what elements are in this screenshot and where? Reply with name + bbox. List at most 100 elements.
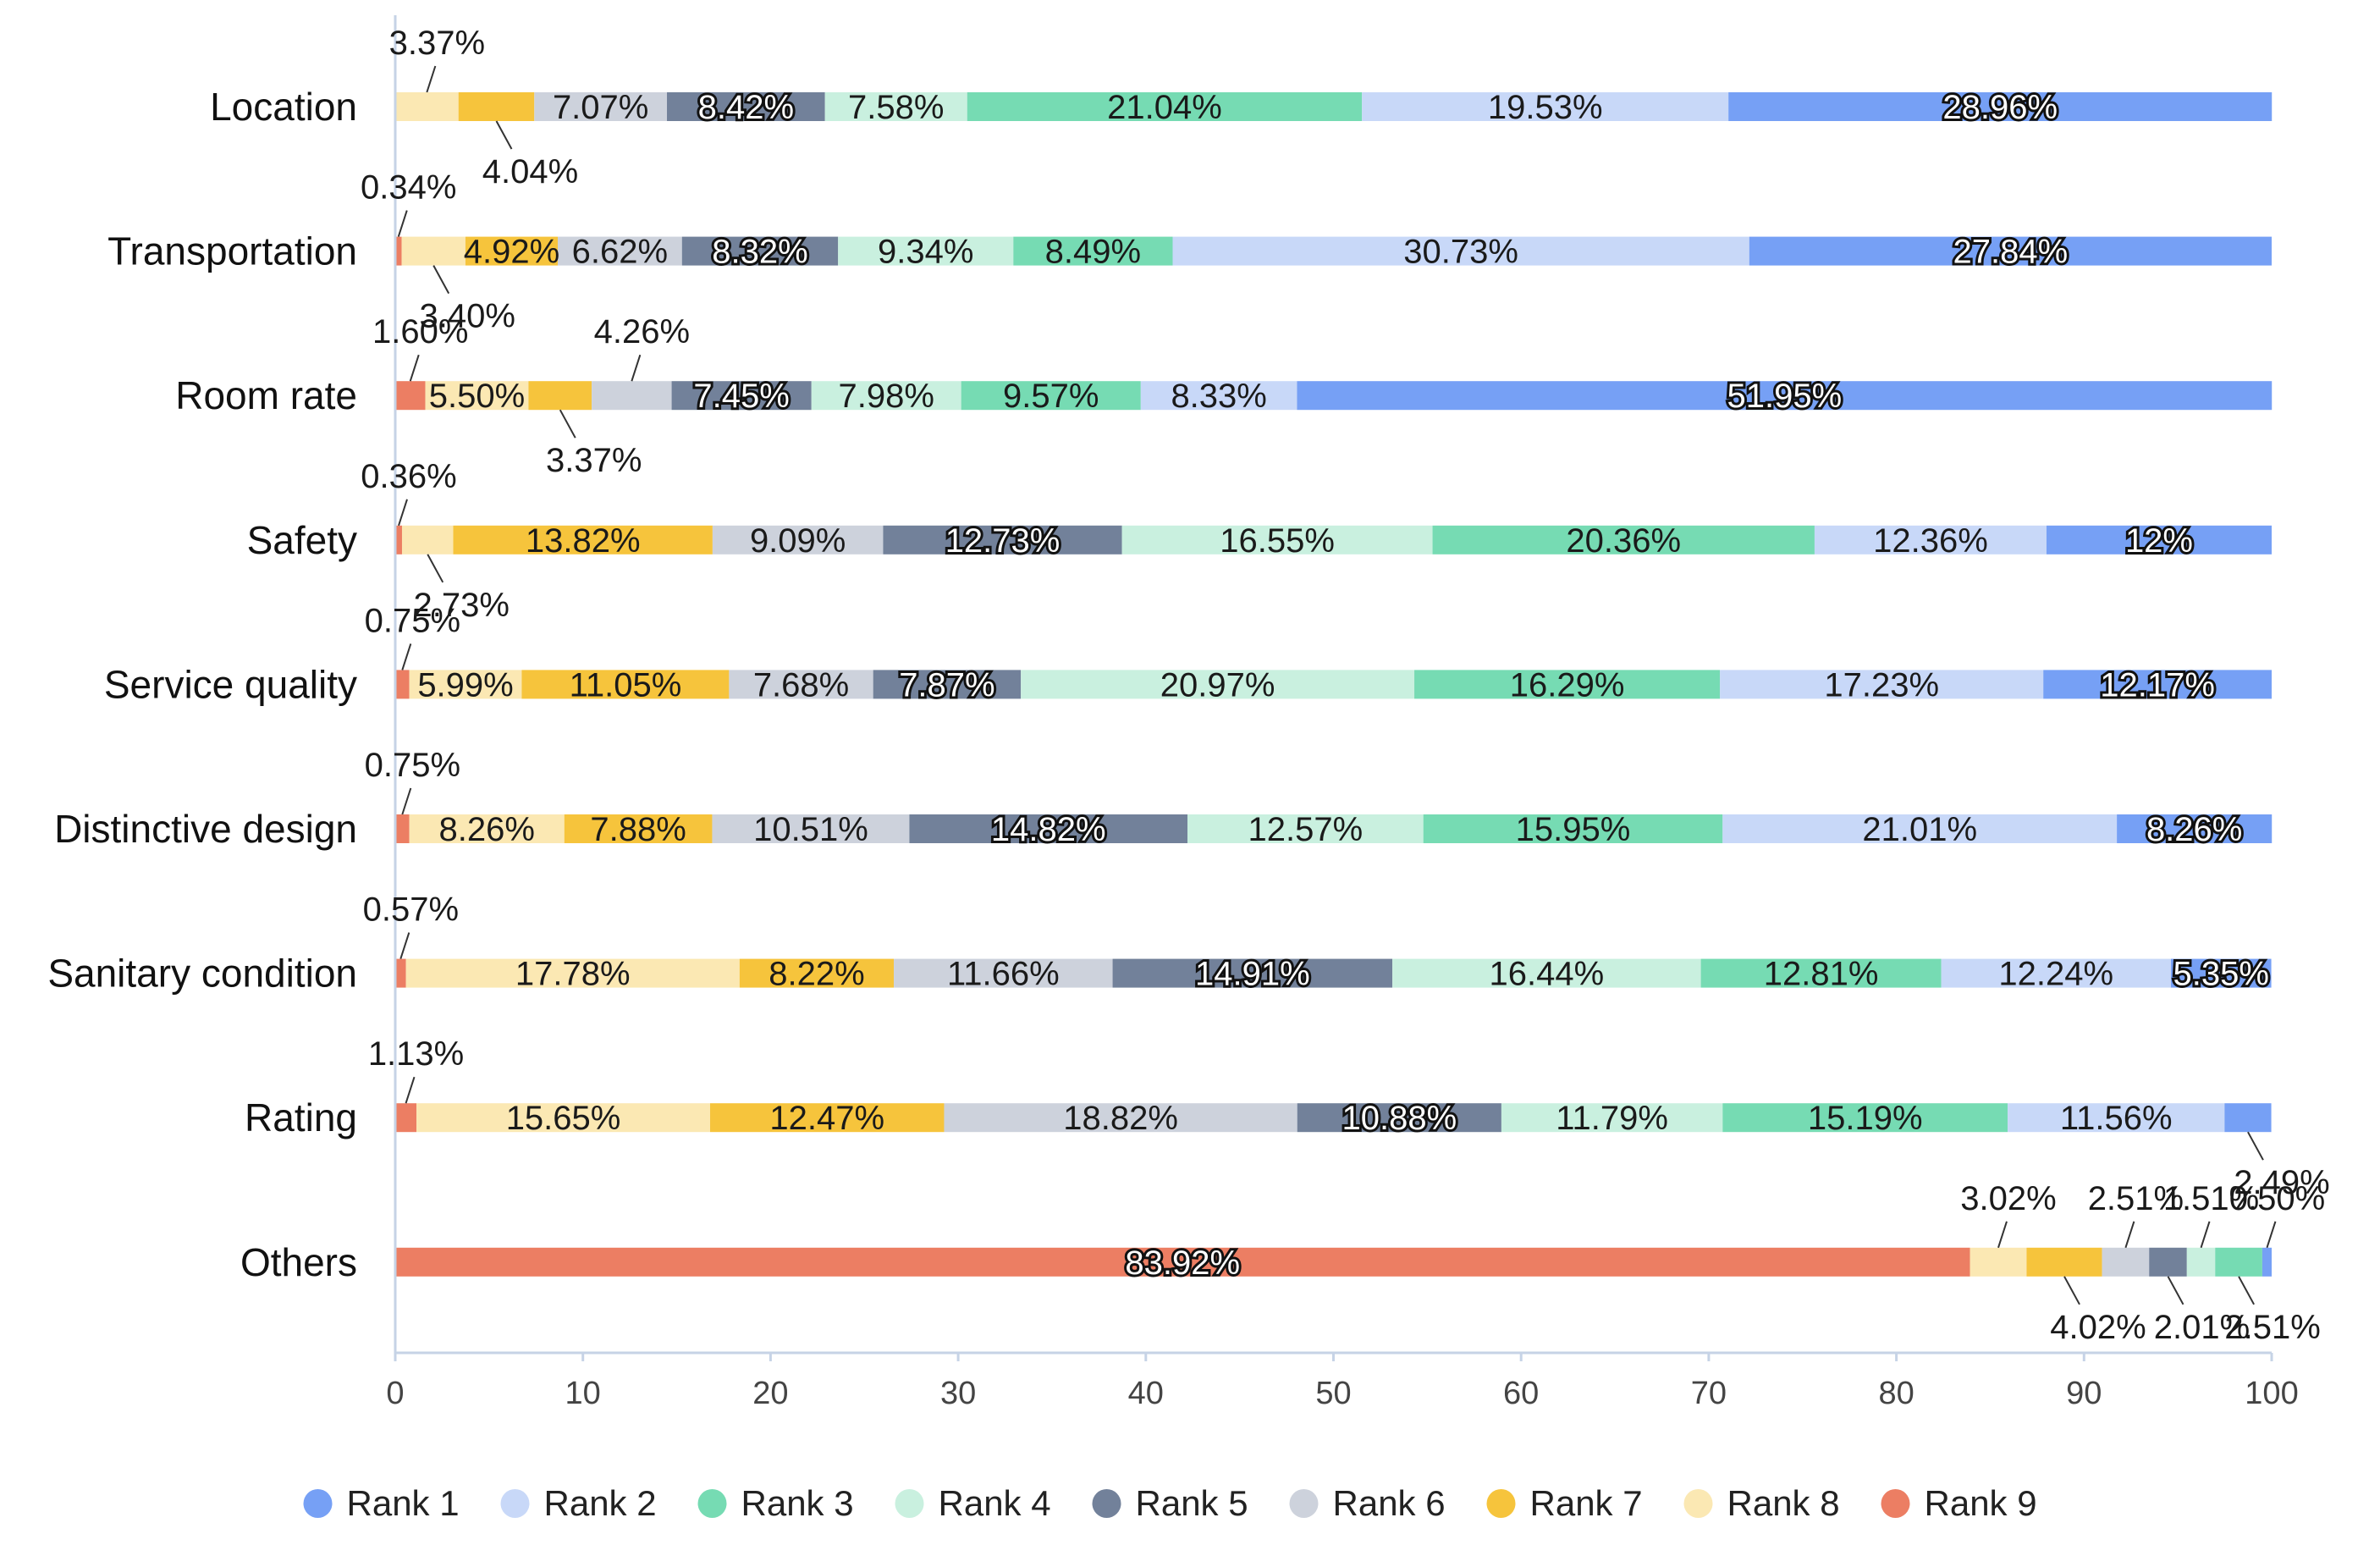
- bar-segment-distinctive-design-rank-1: [2117, 814, 2273, 843]
- bar-segment-room-rate-rank-1: [1297, 381, 2273, 411]
- bar-segment-distinctive-design-rank-6: [712, 814, 910, 843]
- data-label-safety-rank-2: 12.36%: [1873, 522, 1988, 560]
- bar-segment-room-rate-rank-9: [395, 381, 426, 411]
- bar-segment-rating-rank-7: [710, 1103, 945, 1133]
- bar-segment-location-rank-7: [458, 92, 535, 121]
- data-label-rating-rank-9: 1.13%: [368, 1035, 464, 1073]
- bar-segment-room-rate-rank-4: [811, 381, 961, 411]
- data-label-service-quality-rank-9: 0.75%: [365, 602, 460, 639]
- legend-marker-rank-4: [895, 1489, 924, 1518]
- x-tick-label: 30: [940, 1376, 976, 1411]
- data-label-transportation-rank-1: 27.84%: [1953, 234, 2069, 271]
- bar-segment-service-quality-rank-5: [873, 670, 1022, 699]
- bar-segment-rating-rank-1: [2224, 1103, 2272, 1133]
- bar-segment-service-quality-rank-4: [1021, 670, 1415, 699]
- data-label-safety-rank-6: 9.09%: [750, 522, 846, 560]
- data-label-distinctive-design-rank-9: 0.75%: [365, 747, 460, 784]
- legend-label-rank-3: Rank 3: [741, 1483, 854, 1523]
- data-label-rating-rank-8: 15.65%: [506, 1100, 621, 1137]
- legend-marker-rank-8: [1683, 1489, 1713, 1518]
- data-label-sanitary-condition-rank-5: 14.91%: [1195, 956, 1310, 993]
- bar-segment-room-rate-rank-5: [671, 381, 812, 411]
- x-tick-label: 40: [1128, 1376, 1164, 1411]
- legend-marker-rank-1: [303, 1489, 333, 1518]
- bar-segment-transportation-rank-2: [1172, 236, 1749, 266]
- bar-segment-service-quality-rank-8: [409, 670, 522, 699]
- data-label-rating-rank-7: 12.47%: [769, 1100, 884, 1137]
- bar-segment-distinctive-design-rank-5: [909, 814, 1188, 843]
- bar-segment-others-rank-5: [2149, 1247, 2187, 1277]
- data-label-location-rank-6: 7.07%: [553, 89, 648, 126]
- bar-segment-transportation-rank-6: [557, 236, 682, 266]
- data-label-safety-rank-1: 12%: [2125, 522, 2193, 560]
- data-label-sanitary-condition-rank-2: 12.24%: [1998, 956, 2113, 993]
- category-label-others: Others: [240, 1240, 357, 1284]
- data-label-service-quality-rank-5: 7.87%: [899, 666, 994, 704]
- x-tick-label: 0: [386, 1376, 404, 1411]
- bar-segment-transportation-rank-5: [681, 236, 839, 266]
- bar-segment-location-rank-5: [667, 92, 825, 121]
- legend-label-rank-5: Rank 5: [1136, 1483, 1248, 1523]
- bar-segment-sanitary-condition-rank-4: [1392, 958, 1701, 988]
- segment-labels-layer: 3.37% 4.04% 7.07% 8.42% 7.58% 21.04% 19.53% 28.…: [361, 25, 2330, 1346]
- bar-segment-rating-rank-3: [1722, 1103, 2008, 1133]
- bar-segment-service-quality-rank-7: [521, 670, 730, 699]
- bar-segment-distinctive-design-rank-7: [564, 814, 713, 843]
- legend: Rank 1 Rank 2 Rank 3 Rank 4 Rank 5 Rank 6 Rank…: [303, 1483, 2037, 1523]
- data-label-service-quality-rank-3: 16.29%: [1510, 666, 1625, 704]
- legend-marker-rank-6: [1289, 1489, 1319, 1518]
- legend-marker-rank-2: [500, 1489, 530, 1518]
- leader-line: [1997, 1221, 2008, 1249]
- data-label-location-rank-4: 7.58%: [848, 89, 944, 126]
- data-label-room-rate-rank-5: 7.45%: [693, 378, 789, 415]
- x-tick-label: 60: [1503, 1376, 1539, 1411]
- category-label-transportation: Transportation: [107, 229, 357, 273]
- bar-segment-transportation-rank-7: [465, 236, 558, 266]
- category-label-service-quality: Service quality: [104, 662, 357, 706]
- data-label-sanitary-condition-rank-1: 5.35%: [2173, 956, 2269, 993]
- data-label-sanitary-condition-rank-3: 12.81%: [1764, 956, 1879, 993]
- leader-line: [401, 643, 412, 670]
- data-label-safety-rank-3: 20.36%: [1566, 522, 1681, 560]
- bar-segment-location-rank-3: [967, 92, 1363, 121]
- bar-segment-safety-rank-8: [401, 525, 454, 555]
- bar-segment-location-rank-6: [534, 92, 668, 121]
- data-label-location-rank-1: 28.96%: [1942, 89, 2058, 126]
- bar-segment-safety-rank-4: [1121, 525, 1433, 555]
- bar-segment-location-rank-2: [1362, 92, 1729, 121]
- category-label-rating: Rating: [245, 1095, 357, 1139]
- x-tick-label: 20: [752, 1376, 788, 1411]
- data-label-distinctive-design-rank-2: 21.01%: [1862, 811, 1977, 848]
- leader-line: [495, 120, 513, 150]
- data-label-safety-rank-5: 12.73%: [945, 522, 1061, 560]
- bar-segment-distinctive-design-rank-9: [395, 814, 410, 843]
- data-label-room-rate-rank-7: 3.37%: [546, 442, 642, 479]
- x-tick-label: 80: [1878, 1376, 1914, 1411]
- bar-segment-room-rate-rank-3: [961, 381, 1141, 411]
- data-label-others-rank-1: 0.50%: [2229, 1180, 2325, 1217]
- leader-line: [409, 354, 420, 382]
- leader-line: [405, 1076, 416, 1104]
- leader-line: [427, 554, 444, 583]
- leader-line: [2247, 1131, 2264, 1161]
- leader-line: [426, 65, 437, 93]
- bar-segment-service-quality-rank-1: [2043, 670, 2272, 699]
- bar-segment-rating-rank-2: [2008, 1103, 2225, 1133]
- data-label-others-rank-6: 2.51%: [2088, 1180, 2184, 1217]
- data-label-room-rate-rank-9: 1.60%: [372, 313, 468, 350]
- bar-segment-others-rank-9: [395, 1247, 1970, 1277]
- data-label-transportation-rank-8: 3.40%: [420, 298, 515, 335]
- x-tick-label: 50: [1315, 1376, 1351, 1411]
- bar-segment-sanitary-condition-rank-6: [894, 958, 1113, 988]
- legend-label-rank-6: Rank 6: [1333, 1483, 1446, 1523]
- x-tick-label: 70: [1691, 1376, 1727, 1411]
- bar-segment-transportation-rank-3: [1013, 236, 1173, 266]
- data-label-others-rank-3: 2.51%: [2224, 1309, 2320, 1346]
- bar-segment-others-rank-3: [2215, 1247, 2262, 1277]
- bar-segment-others-rank-1: [2262, 1247, 2272, 1277]
- data-label-sanitary-condition-rank-6: 11.66%: [947, 956, 1060, 993]
- data-label-service-quality-rank-4: 20.97%: [1160, 666, 1275, 704]
- bar-segment-distinctive-design-rank-2: [1722, 814, 2118, 843]
- bar-segment-sanitary-condition-rank-2: [1941, 958, 2171, 988]
- x-tick-label: 100: [2245, 1376, 2298, 1411]
